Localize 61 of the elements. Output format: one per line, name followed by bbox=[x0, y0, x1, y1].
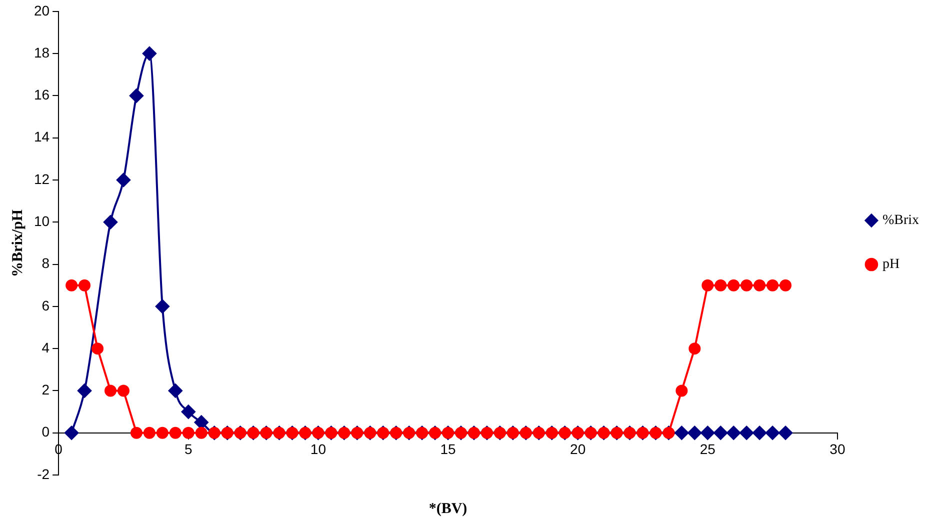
point bbox=[104, 215, 118, 230]
x-tick-label: 15 bbox=[440, 441, 456, 458]
point bbox=[143, 426, 156, 439]
y-tick-label: 18 bbox=[34, 44, 50, 60]
point bbox=[169, 426, 182, 439]
point bbox=[676, 384, 688, 397]
y-tick-label: 8 bbox=[42, 255, 50, 272]
point bbox=[740, 426, 754, 440]
point bbox=[766, 426, 780, 440]
point bbox=[688, 426, 702, 440]
point bbox=[728, 279, 740, 292]
point bbox=[116, 172, 130, 187]
point bbox=[752, 426, 767, 440]
x-tick-label: 5 bbox=[184, 441, 192, 458]
y-tick-label: 2 bbox=[42, 382, 50, 398]
point bbox=[92, 342, 104, 355]
point bbox=[129, 88, 144, 103]
point bbox=[674, 426, 689, 440]
legend-label: %Brix bbox=[882, 213, 920, 228]
point bbox=[754, 279, 766, 292]
point bbox=[726, 426, 741, 440]
y-tick-label: -2 bbox=[37, 466, 50, 482]
point bbox=[78, 384, 92, 398]
x-axis-title: *(BV) bbox=[428, 500, 468, 517]
y-tick-label: 20 bbox=[34, 2, 50, 18]
x-tick-label: 10 bbox=[310, 441, 326, 458]
point bbox=[700, 426, 715, 440]
point bbox=[766, 279, 779, 292]
point bbox=[714, 426, 728, 440]
point bbox=[155, 299, 170, 314]
y-tick-label: 6 bbox=[42, 297, 50, 314]
y-tick-label: 12 bbox=[34, 170, 50, 187]
y-tick-label: 10 bbox=[34, 212, 50, 229]
point bbox=[778, 426, 793, 440]
point bbox=[168, 384, 182, 398]
point bbox=[688, 342, 701, 355]
point bbox=[714, 279, 727, 292]
legend-label: pH bbox=[882, 257, 900, 272]
y-tick-label: 4 bbox=[42, 339, 50, 356]
point bbox=[66, 279, 78, 292]
point bbox=[194, 415, 208, 430]
point bbox=[78, 279, 91, 292]
point bbox=[740, 279, 753, 292]
point bbox=[117, 384, 130, 397]
point bbox=[156, 426, 168, 439]
x-tick-label: 30 bbox=[830, 441, 846, 458]
point bbox=[142, 46, 156, 61]
point bbox=[130, 426, 142, 439]
point bbox=[64, 426, 79, 440]
point bbox=[780, 279, 792, 292]
point bbox=[195, 426, 208, 439]
x-tick-label: 25 bbox=[700, 441, 716, 458]
y-tick-label: 16 bbox=[34, 86, 50, 103]
point bbox=[181, 404, 196, 419]
point bbox=[104, 384, 116, 397]
x-tick-label: 20 bbox=[570, 441, 586, 458]
y-tick-label: 0 bbox=[42, 424, 50, 440]
point bbox=[702, 279, 714, 292]
point bbox=[182, 426, 194, 439]
y-axis-title: %Brix/pH bbox=[10, 209, 26, 277]
y-tick-label: 14 bbox=[34, 128, 50, 145]
